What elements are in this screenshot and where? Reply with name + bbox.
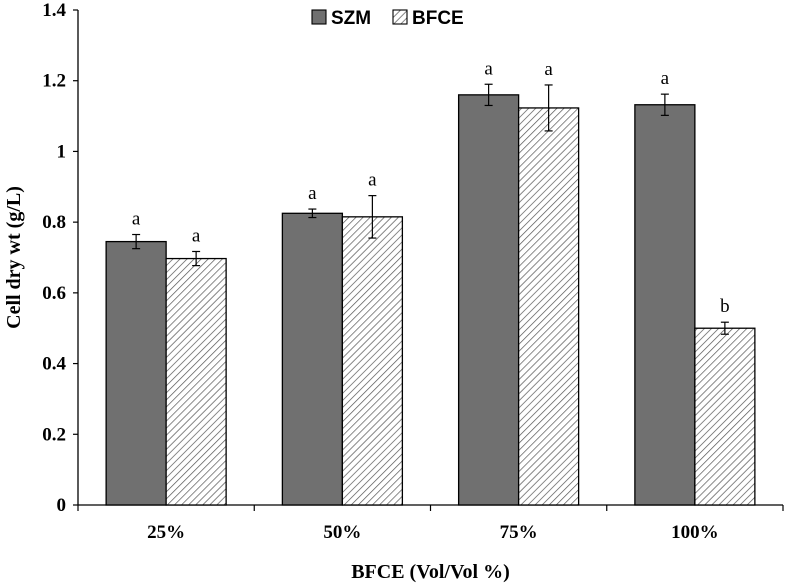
x-axis-title: BFCE (Vol/Vol %) [351,561,510,583]
significance-label: a [192,225,201,246]
y-tick-label: 0.8 [42,212,66,233]
bar-szm-1 [105,240,167,506]
y-tick-label: 0.2 [42,424,66,445]
y-axis-title: Cell dry wt (g/L) [3,186,25,329]
legend-swatch-bfce [392,9,408,25]
bar-szm-4 [634,104,696,506]
legend-label-bfce: BFCE [412,8,464,29]
significance-label: a [308,183,317,204]
y-tick-label: 0.4 [42,354,66,375]
y-tick-label: 1.2 [42,71,66,92]
bar-bfce-3 [517,107,580,506]
y-tick-label: 0.6 [42,283,66,304]
y-tick-label: 1.4 [42,0,66,21]
legend-label-szm: SZM [331,8,371,29]
significance-label: a [661,68,670,89]
x-tick-label: 50% [323,522,361,543]
significance-label: a [368,170,377,191]
significance-label: a [484,58,493,79]
significance-label: a [544,59,553,80]
bar-bfce-2 [341,216,404,506]
legend: SZM BFCE [311,8,464,29]
legend-swatch-szm [311,9,327,25]
significance-label: a [132,209,141,230]
axes: 0 0.2 0.4 0.6 0.8 1 1.2 1.4 25% 50% 75% 100% [42,0,784,543]
y-tick-label: 0 [57,495,67,516]
x-tick-label: 25% [147,522,185,543]
y-tick-label: 1 [57,141,67,162]
bar-szm-3 [457,94,520,506]
bar-bfce-4 [694,327,756,506]
bars: a a a a a a a b [105,58,756,506]
bar-szm-2 [281,212,344,506]
x-tick-label: 100% [671,522,719,543]
significance-label: b [720,296,730,317]
x-tick-label: 75% [500,522,538,543]
bar-bfce-1 [165,257,227,506]
